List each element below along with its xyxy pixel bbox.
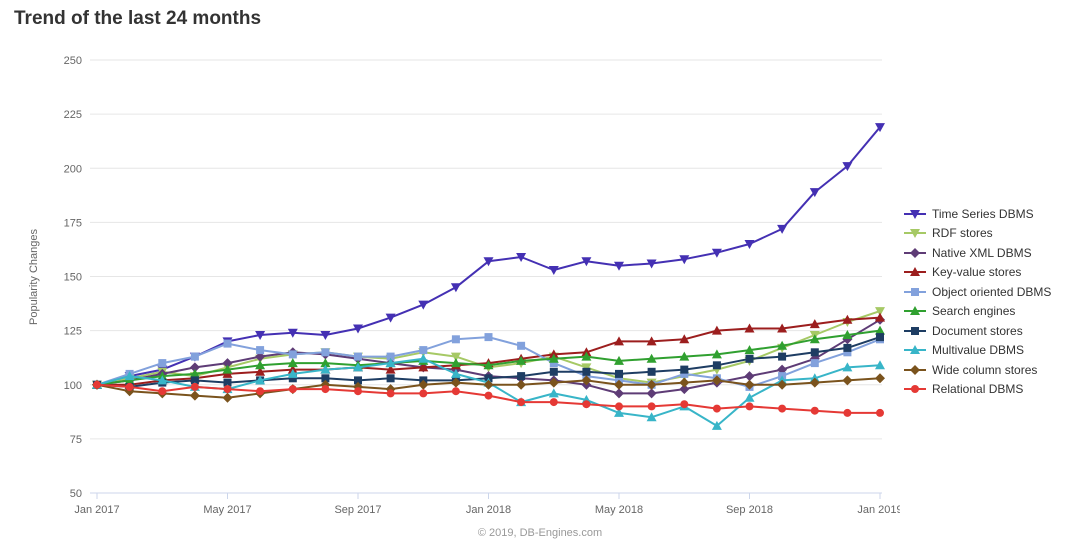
- svg-text:Sep 2018: Sep 2018: [726, 504, 773, 516]
- svg-text:250: 250: [64, 55, 82, 67]
- svg-text:May 2017: May 2017: [203, 504, 251, 516]
- legend-label: Key-value stores: [932, 265, 1022, 280]
- legend-marker-icon: [904, 229, 926, 239]
- legend-item-relational-dbms[interactable]: Relational DBMS: [904, 380, 1051, 400]
- legend-marker-icon: [904, 306, 926, 316]
- legend-marker-icon: [904, 267, 926, 277]
- svg-text:Jan 2017: Jan 2017: [74, 504, 119, 516]
- chart-title: Trend of the last 24 months: [14, 8, 262, 29]
- legend-item-multivalue-dbms[interactable]: Multivalue DBMS: [904, 341, 1051, 361]
- svg-text:Jan 2018: Jan 2018: [466, 504, 511, 516]
- legend-label: Document stores: [932, 323, 1023, 338]
- chart-footer: © 2019, DB-Engines.com: [0, 523, 1080, 541]
- svg-text:175: 175: [64, 217, 82, 229]
- svg-text:225: 225: [64, 109, 82, 121]
- legend-label: RDF stores: [932, 226, 993, 241]
- svg-text:50: 50: [70, 488, 82, 500]
- y-gridlines: [90, 59, 882, 494]
- legend-label: Search engines: [932, 304, 1016, 319]
- legend-item-wide-column-stores[interactable]: Wide column stores: [904, 360, 1051, 380]
- svg-text:May 2018: May 2018: [595, 504, 643, 516]
- legend-marker-icon: [904, 209, 926, 219]
- y-axis-labels: 50 75 100 125 150 175 200 225 250: [64, 55, 82, 500]
- legend: Time Series DBMS RDF stores Native XML DBM…: [904, 204, 1051, 399]
- x-axis-labels: Jan 2017 May 2017 Sep 2017 Jan 2018 May 2018…: [74, 504, 900, 516]
- legend-label: Native XML DBMS: [932, 245, 1032, 260]
- legend-item-object-oriented-dbms[interactable]: Object oriented DBMS: [904, 282, 1051, 302]
- svg-text:100: 100: [64, 380, 82, 392]
- svg-text:125: 125: [64, 326, 82, 338]
- legend-item-rdf-stores[interactable]: RDF stores: [904, 224, 1051, 244]
- legend-item-document-stores[interactable]: Document stores: [904, 321, 1051, 341]
- legend-label: Relational DBMS: [932, 382, 1024, 397]
- footer-credit-link[interactable]: © 2019, DB-Engines.com: [477, 527, 603, 539]
- y-axis-title: Popularity Changes: [28, 229, 40, 326]
- chart-plot: 50 75 100 125 150 175 200 225 250 Jan 2017 May 201…: [28, 55, 900, 516]
- legend-marker-icon: [904, 326, 926, 335]
- legend-item-native-xml-dbms[interactable]: Native XML DBMS: [904, 243, 1051, 263]
- svg-text:75: 75: [70, 434, 82, 446]
- svg-text:200: 200: [64, 163, 82, 175]
- svg-text:Sep 2017: Sep 2017: [334, 504, 381, 516]
- legend-item-key-value-stores[interactable]: Key-value stores: [904, 263, 1051, 283]
- legend-marker-icon: [904, 287, 926, 296]
- legend-item-search-engines[interactable]: Search engines: [904, 302, 1051, 322]
- svg-text:Jan 2019: Jan 2019: [857, 504, 900, 516]
- legend-marker-icon: [904, 364, 926, 375]
- legend-label: Time Series DBMS: [932, 206, 1034, 221]
- legend-label: Wide column stores: [932, 362, 1038, 377]
- legend-marker-icon: [904, 247, 926, 258]
- series-search-engines: [92, 325, 885, 389]
- legend-marker-icon: [904, 385, 926, 394]
- legend-label: Object oriented DBMS: [932, 284, 1052, 299]
- legend-label: Multivalue DBMS: [932, 343, 1025, 358]
- svg-text:150: 150: [64, 272, 82, 284]
- series-relational-dbms: [93, 380, 884, 417]
- legend-item-time-series-dbms[interactable]: Time Series DBMS: [904, 204, 1051, 224]
- legend-marker-icon: [904, 345, 926, 355]
- x-axis-ticks: [96, 493, 881, 499]
